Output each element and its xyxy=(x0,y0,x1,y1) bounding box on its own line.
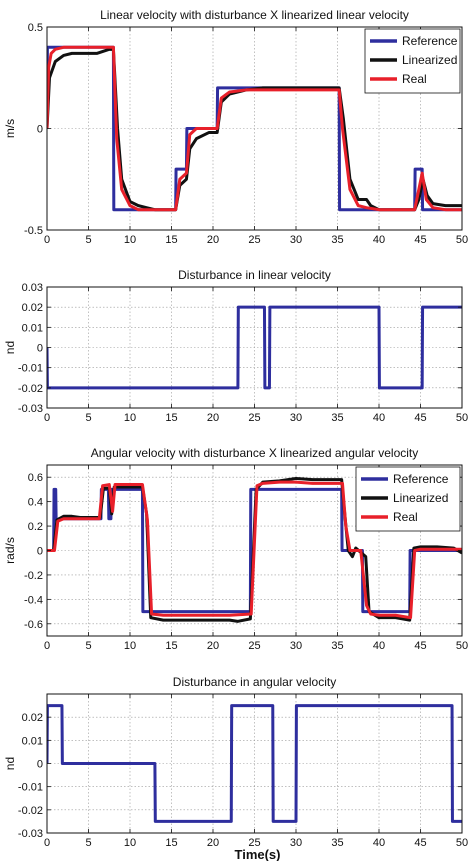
y-tick-label: 0.01 xyxy=(22,322,43,334)
x-tick-label: 15 xyxy=(165,837,177,849)
x-tick-label: 0 xyxy=(44,640,50,652)
x-tick-label: 5 xyxy=(85,837,91,849)
x-tick-label: 35 xyxy=(331,412,343,424)
y-axis-label: m/s xyxy=(3,119,17,138)
chart-panel-2: Disturbance in linear velocity 0 5 10 15 20 25… xyxy=(3,268,468,424)
chart-title: Disturbance in angular velocity xyxy=(173,675,336,689)
y-tick-label: -0.2 xyxy=(24,570,43,582)
x-tick-label: 30 xyxy=(290,837,302,849)
x-tick-label: 40 xyxy=(373,837,385,849)
chart-panel-1: Linear velocity with disturbance X linea… xyxy=(3,8,468,246)
x-tick-label: 0 xyxy=(44,412,50,424)
legend: Reference Linearized Real xyxy=(355,466,461,532)
legend-label: Reference xyxy=(393,472,449,486)
x-tick-label: 25 xyxy=(248,640,260,652)
x-tick-label: 30 xyxy=(290,640,302,652)
x-tick-label: 25 xyxy=(248,412,260,424)
x-tick-label: 0 xyxy=(44,234,50,246)
y-tick-label: -0.03 xyxy=(18,828,43,840)
y-tick-label: 0.02 xyxy=(22,302,43,314)
x-tick-label: 45 xyxy=(414,234,426,246)
x-tick-label: 35 xyxy=(331,640,343,652)
y-tick-label: -0.02 xyxy=(18,805,43,817)
chart-panel-3: Angular velocity with disturbance X line… xyxy=(3,446,468,652)
chart-title: Disturbance in linear velocity xyxy=(178,268,331,282)
x-tick-label: 20 xyxy=(207,640,219,652)
x-tick-label: 50 xyxy=(456,640,468,652)
x-tick-label: 25 xyxy=(248,837,260,849)
legend-label: Real xyxy=(402,72,427,86)
chart-title: Linear velocity with disturbance X linea… xyxy=(100,8,409,22)
x-tick-label: 40 xyxy=(373,234,385,246)
y-tick-label: -0.6 xyxy=(24,619,43,631)
y-tick-label: 0.01 xyxy=(22,735,43,747)
x-tick-label: 40 xyxy=(373,412,385,424)
x-tick-label: 50 xyxy=(456,234,468,246)
y-tick-label: 0 xyxy=(37,343,43,355)
series-line-real xyxy=(47,480,462,620)
x-axis-label: Time(s) xyxy=(235,847,281,861)
y-tick-label: 0.5 xyxy=(28,22,43,34)
y-tick-label: 0 xyxy=(37,759,43,771)
x-tick-label: 20 xyxy=(207,234,219,246)
y-tick-label: -0.01 xyxy=(18,363,43,375)
y-tick-label: -0.02 xyxy=(18,383,43,395)
series-group xyxy=(47,45,462,212)
x-tick-label: 15 xyxy=(165,640,177,652)
x-tick-label: 20 xyxy=(207,837,219,849)
x-tick-label: 15 xyxy=(165,234,177,246)
x-tick-label: 5 xyxy=(85,412,91,424)
y-tick-label: -0.01 xyxy=(18,782,43,794)
x-tick-label: 50 xyxy=(456,412,468,424)
x-tick-label: 10 xyxy=(124,234,136,246)
x-tick-label: 10 xyxy=(124,640,136,652)
x-tick-label: 40 xyxy=(373,640,385,652)
x-tick-label: 5 xyxy=(85,640,91,652)
x-tick-label: 45 xyxy=(414,837,426,849)
y-tick-label: 0 xyxy=(37,546,43,558)
legend-label: Linearized xyxy=(402,53,457,67)
x-tick-label: 0 xyxy=(44,837,50,849)
y-tick-label: 0.2 xyxy=(28,521,43,533)
x-tick-label: 10 xyxy=(124,412,136,424)
series-line-real xyxy=(47,45,462,212)
x-tick-label: 30 xyxy=(290,412,302,424)
legend-label: Linearized xyxy=(393,491,448,505)
y-axis-label: nd xyxy=(3,757,17,770)
x-tick-label: 25 xyxy=(248,234,260,246)
series-line-disturbance xyxy=(47,305,462,390)
x-tick-label: 10 xyxy=(124,837,136,849)
y-tick-label: -0.03 xyxy=(18,403,43,415)
series-group xyxy=(47,704,462,823)
series-line-disturbance xyxy=(47,704,462,823)
series-group xyxy=(47,476,462,623)
x-tick-label: 5 xyxy=(85,234,91,246)
x-tick-label: 35 xyxy=(331,837,343,849)
x-tick-label: 45 xyxy=(414,640,426,652)
chart-title: Angular velocity with disturbance X line… xyxy=(91,446,419,460)
y-tick-label: 0.03 xyxy=(22,282,43,294)
legend: Reference Linearized Real xyxy=(364,28,461,94)
y-axis-label: nd xyxy=(3,341,17,354)
y-tick-label: -0.4 xyxy=(24,594,43,606)
x-tick-label: 15 xyxy=(165,412,177,424)
y-tick-label: 0 xyxy=(37,124,43,136)
x-tick-label: 30 xyxy=(290,234,302,246)
legend-label: Real xyxy=(393,510,418,524)
y-tick-label: 0.6 xyxy=(28,472,43,484)
chart-panel-4: Disturbance in angular velocity 0 5 10 15 20 2… xyxy=(3,675,468,862)
x-tick-label: 50 xyxy=(456,837,468,849)
x-tick-label: 35 xyxy=(331,234,343,246)
y-axis-label: rad/s xyxy=(3,537,17,564)
x-tick-label: 20 xyxy=(207,412,219,424)
x-tick-label: 45 xyxy=(414,412,426,424)
y-tick-label: -0.5 xyxy=(24,225,43,237)
y-tick-label: 0.4 xyxy=(28,497,43,509)
legend-label: Reference xyxy=(402,34,458,48)
series-group xyxy=(47,305,462,390)
y-tick-label: 0.02 xyxy=(22,712,43,724)
